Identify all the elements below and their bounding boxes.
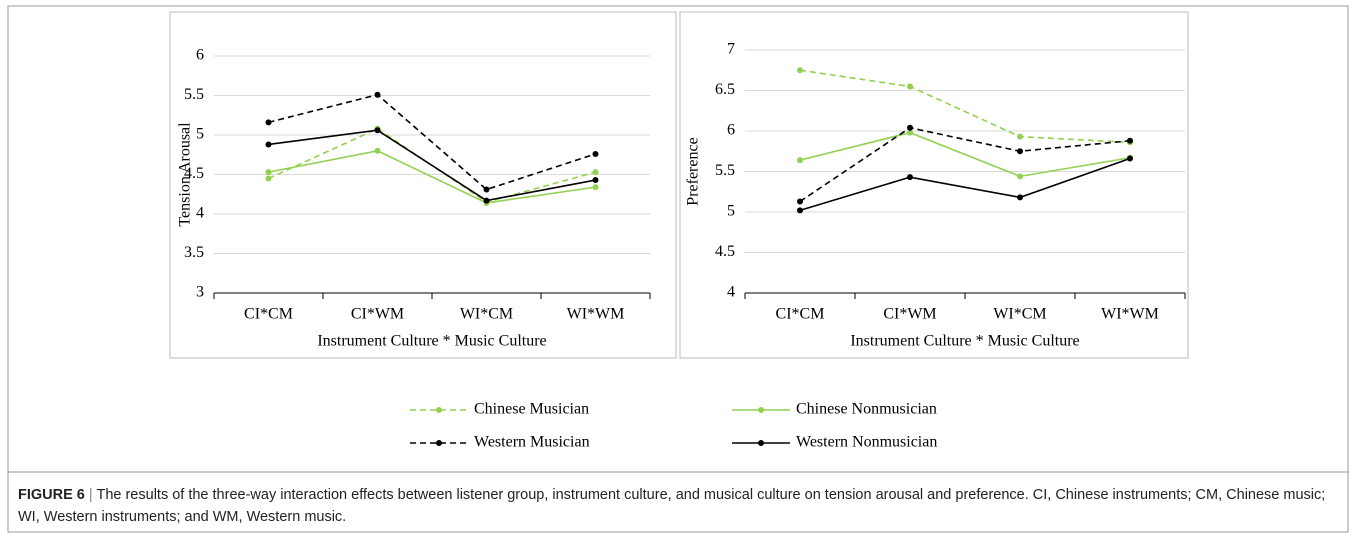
point — [797, 67, 803, 74]
point — [797, 157, 803, 164]
point — [907, 129, 913, 136]
y-tick-label: 6 — [727, 122, 735, 139]
point — [374, 91, 381, 98]
point — [1127, 137, 1133, 144]
x-axis-title: Instrument Culture * Music Culture — [850, 333, 1079, 350]
point — [592, 184, 599, 191]
x-tick-label: CI*WM — [883, 306, 936, 323]
y-tick-label: 4 — [196, 205, 204, 222]
point — [797, 198, 803, 205]
point — [592, 169, 599, 176]
legend-label: Western Musician — [474, 434, 590, 451]
caption-text: The results of the three-way interaction… — [18, 487, 1326, 525]
x-axis-title: Instrument Culture * Music Culture — [317, 333, 546, 350]
legend-label: Chinese Nonmusician — [796, 401, 937, 418]
y-tick-label: 5.5 — [184, 86, 204, 103]
point — [797, 207, 803, 214]
point — [1017, 133, 1023, 140]
series-line — [799, 69, 1131, 144]
panel-frame — [679, 11, 1189, 359]
legend-marker — [436, 440, 442, 446]
point — [265, 141, 272, 148]
series-line — [799, 131, 1131, 178]
legend-label: Western Nonmusician — [796, 434, 937, 451]
y-tick-label: 4 — [727, 284, 735, 301]
x-tick-label: CI*WM — [351, 306, 404, 323]
y-tick-label: 6 — [196, 47, 204, 64]
point — [592, 177, 599, 184]
y-axis-title: Preference — [685, 137, 702, 205]
point — [907, 174, 913, 181]
caption-label: FIGURE 6 — [18, 487, 85, 503]
point — [265, 119, 272, 126]
point — [1017, 194, 1023, 201]
x-tick-label: WI*WM — [567, 306, 625, 323]
series-line — [268, 149, 596, 204]
caption-separator: | — [88, 487, 93, 503]
x-tick-label: WI*WM — [1101, 306, 1159, 323]
x-tick-label: CI*CM — [776, 306, 825, 323]
legend-marker — [758, 440, 764, 446]
y-tick-label: 7 — [727, 41, 735, 58]
point — [374, 147, 381, 154]
y-tick-label: 4.5 — [184, 165, 204, 182]
y-tick-label: 3.5 — [184, 244, 204, 261]
series-line — [268, 93, 596, 191]
x-tick-label: CI*CM — [244, 306, 293, 323]
point — [907, 83, 913, 90]
legend-label: Chinese Musician — [474, 401, 589, 418]
point — [265, 169, 272, 176]
x-tick-label: WI*CM — [993, 306, 1046, 323]
y-tick-label: 4.5 — [715, 243, 735, 260]
point — [265, 175, 272, 182]
series-line — [268, 129, 596, 202]
figure-frame — [7, 5, 1349, 533]
y-tick-label: 5 — [727, 203, 735, 220]
y-tick-label: 3 — [196, 284, 204, 301]
series-line — [799, 157, 1131, 212]
y-axis-title: Tension Arousal — [177, 122, 194, 227]
x-tick-label: WI*CM — [460, 306, 513, 323]
point — [907, 124, 913, 131]
y-tick-label: 6.5 — [715, 81, 735, 98]
point — [483, 186, 490, 193]
y-tick-label: 5 — [196, 126, 204, 143]
legend-marker — [758, 407, 764, 413]
legend-marker — [436, 407, 442, 413]
point — [1127, 155, 1133, 162]
point — [374, 127, 381, 134]
y-tick-label: 5.5 — [715, 162, 735, 179]
caption: FIGURE 6 | The results of the three-way … — [18, 484, 1338, 528]
point — [483, 197, 490, 204]
point — [1017, 173, 1023, 180]
point — [592, 150, 599, 157]
panel-frame — [169, 11, 677, 359]
point — [1017, 148, 1023, 155]
series-line — [799, 126, 1131, 203]
